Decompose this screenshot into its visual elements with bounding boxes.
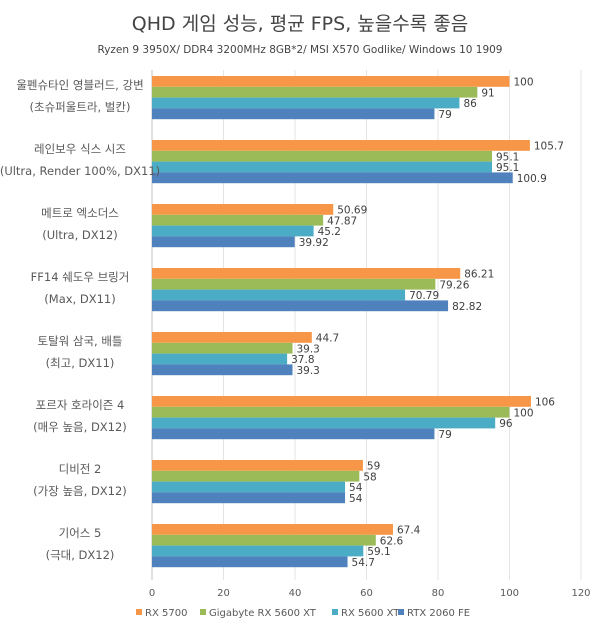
- bar: [152, 76, 510, 87]
- x-tick-label: 100: [500, 588, 519, 599]
- data-label: 79: [438, 429, 451, 441]
- data-label: 91: [481, 87, 494, 99]
- bar: [152, 534, 376, 546]
- data-label: 86: [463, 98, 477, 110]
- x-tick-label: 60: [360, 588, 373, 599]
- category-label: (Max, DX11): [44, 292, 115, 306]
- bar: [152, 172, 513, 184]
- data-label: 96: [499, 418, 513, 430]
- data-label: 58: [363, 471, 376, 483]
- bar: [152, 406, 510, 418]
- category-label: (초슈퍼울트라, 벌칸): [30, 100, 131, 114]
- category-label: 디비전 2: [59, 462, 102, 476]
- legend-swatch: [200, 609, 206, 615]
- category-label: (가장 높음, DX12): [33, 484, 127, 498]
- x-tick-label: 0: [149, 588, 155, 599]
- legend-swatch: [398, 609, 404, 615]
- data-label: 100: [514, 77, 534, 89]
- data-label: 79.26: [439, 279, 469, 291]
- bar: [152, 150, 492, 162]
- data-label: 39.3: [296, 343, 319, 355]
- legend-swatch: [332, 609, 338, 615]
- data-label: 105.7: [534, 141, 564, 153]
- bar: [152, 236, 295, 248]
- bar: [152, 268, 461, 279]
- category-label: FF14 쉐도우 브링거: [31, 270, 130, 284]
- data-label: 54: [349, 482, 363, 494]
- data-label: 37.8: [291, 354, 314, 366]
- bar: [152, 161, 492, 173]
- bar: [152, 214, 324, 226]
- bar: [152, 428, 435, 440]
- category-label: (최고, DX11): [46, 356, 115, 370]
- bar: [152, 108, 435, 120]
- data-label: 100: [514, 407, 534, 419]
- legend-label: RX 5600 XT: [341, 608, 400, 619]
- x-tick-label: 120: [571, 588, 590, 599]
- bar: [152, 460, 363, 471]
- data-label: 70.79: [409, 290, 439, 302]
- data-label: 86.21: [464, 269, 494, 281]
- bar: [152, 396, 531, 407]
- data-label: 54.7: [352, 557, 375, 569]
- x-tick-label: 40: [289, 588, 302, 599]
- data-label: 59.1: [367, 546, 390, 558]
- legend-label: RX 5700: [145, 608, 187, 619]
- category-label: 토탈워 삼국, 배틀: [37, 334, 122, 348]
- legend-swatch: [136, 609, 142, 615]
- category-label: (매우 높음, DX12): [33, 420, 127, 434]
- data-label: 62.6: [380, 535, 404, 547]
- bar: [152, 300, 449, 312]
- data-label: 39.3: [296, 365, 319, 377]
- x-tick-label: 80: [432, 588, 445, 599]
- category-label: 기어스 5: [59, 526, 102, 540]
- category-label: (극대, DX12): [46, 548, 115, 562]
- data-label: 39.92: [299, 237, 329, 249]
- bar: [152, 353, 288, 365]
- data-label: 67.4: [397, 525, 421, 537]
- category-label: 메트로 엑소더스: [41, 206, 119, 220]
- data-label: 45.2: [318, 226, 341, 238]
- data-label: 54: [349, 493, 363, 505]
- bar: [152, 556, 348, 568]
- legend-label: RTX 2060 FE: [407, 608, 470, 619]
- bar: [152, 417, 496, 429]
- chart-subtitle: Ryzen 9 3950X/ DDR4 3200MHz 8GB*2/ MSI X…: [97, 44, 502, 56]
- category-label: (Ultra, Render 100%, DX11): [0, 164, 160, 178]
- x-tick-label: 20: [217, 588, 230, 599]
- data-label: 50.69: [337, 205, 367, 217]
- bar: [152, 332, 312, 343]
- bar: [152, 225, 314, 237]
- chart-title: QHD 게임 성능, 평균 FPS, 높을수록 좋음: [132, 13, 468, 35]
- legend-label: Gigabyte RX 5600 XT: [209, 608, 317, 619]
- data-label: 95.1: [496, 151, 519, 163]
- category-label: 울펜슈타인 영블러드, 강변: [16, 78, 143, 92]
- category-label: 포르자 호라이즌 4: [36, 398, 125, 412]
- category-label: (Ultra, DX12): [42, 228, 118, 242]
- data-label: 59: [367, 461, 380, 473]
- bar: [152, 86, 478, 98]
- data-label: 100.9: [517, 173, 547, 185]
- data-label: 82.82: [452, 301, 482, 313]
- bar: [152, 524, 393, 535]
- bar: [152, 97, 460, 109]
- bar: [152, 492, 346, 504]
- bar: [152, 289, 406, 301]
- bar: [152, 342, 293, 354]
- category-label: 레인보우 식스 시즈: [34, 142, 126, 156]
- data-label: 47.87: [327, 215, 357, 227]
- bar: [152, 140, 530, 151]
- bar: [152, 481, 346, 493]
- data-label: 106: [535, 397, 555, 409]
- bar: [152, 204, 334, 215]
- bar: [152, 278, 436, 290]
- data-label: 79: [438, 109, 451, 121]
- bar: [152, 545, 364, 557]
- bar: [152, 364, 293, 376]
- data-label: 95.1: [496, 162, 519, 174]
- bar: [152, 470, 360, 482]
- data-label: 44.7: [316, 333, 339, 345]
